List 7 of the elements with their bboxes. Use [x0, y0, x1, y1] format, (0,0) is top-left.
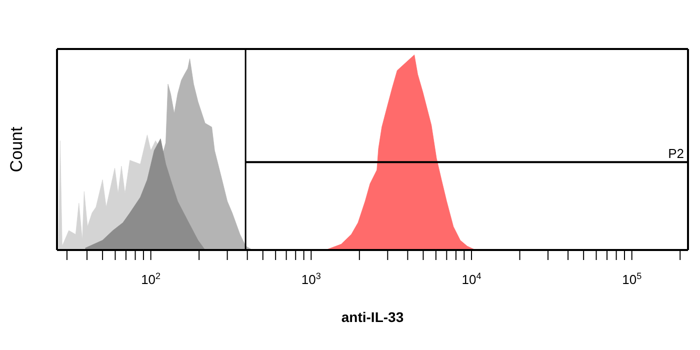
- x-tick-label: 10$^{5}$: [622, 271, 642, 287]
- y-axis-title: Count: [7, 126, 26, 172]
- x-tick-label: 10$^{4}$: [462, 271, 482, 287]
- x-tick-label: 10$^{3}$: [301, 271, 321, 287]
- ref-line-label: P2: [668, 146, 684, 162]
- x-axis-title: anti-IL-33: [341, 309, 404, 325]
- x-tick-label: 10$^{2}$: [141, 271, 161, 287]
